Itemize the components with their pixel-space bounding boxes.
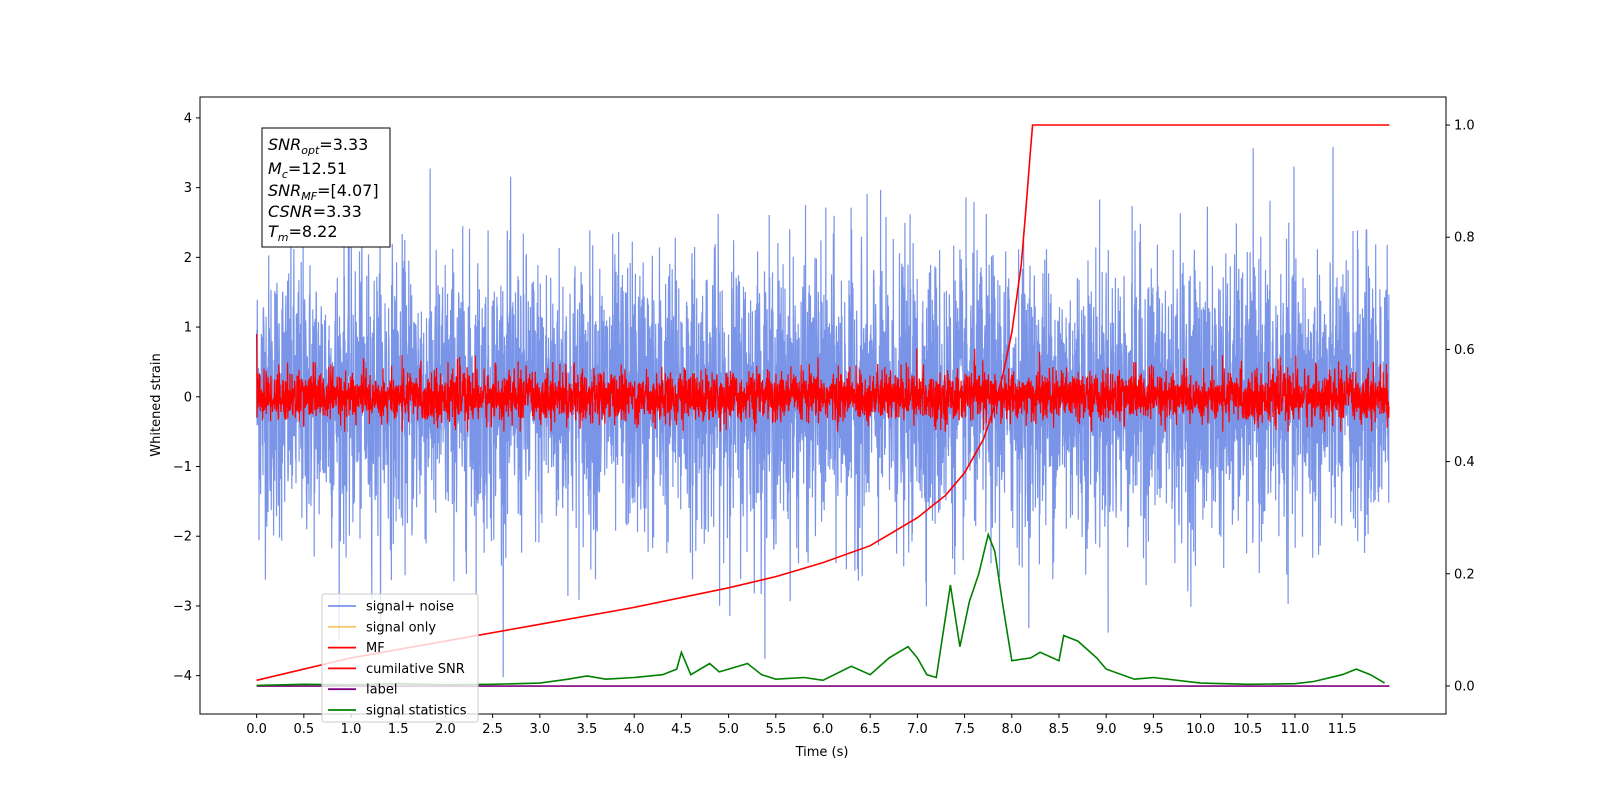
legend: signal+ noise signal only MF cumilative SNR… bbox=[321, 593, 479, 723]
y-tick-label: −3 bbox=[173, 599, 192, 614]
legend-label: cumilative SNR bbox=[366, 662, 465, 677]
y-tick-label: 3 bbox=[184, 181, 192, 196]
y2-tick-label: 0.8 bbox=[1454, 231, 1475, 246]
series-line-signal-statistics bbox=[256, 531, 1386, 687]
x-tick-label: 8.5 bbox=[1049, 722, 1070, 737]
x-tick-label: 1.0 bbox=[341, 722, 362, 737]
y2-tick-label: 1.0 bbox=[1454, 119, 1475, 134]
x-tick-label: 5.5 bbox=[765, 722, 786, 737]
x-tick-label: 1.5 bbox=[388, 722, 409, 737]
x-tick-label: 11.0 bbox=[1280, 722, 1309, 737]
x-tick-label: 4.0 bbox=[624, 722, 645, 737]
annotation-csnr: CSNR=3.33 bbox=[268, 202, 362, 221]
axes-ticks-group: 0.0 0.5 1.0 1.5 2.0 2.5 3.0 3.5 4.0 4.5 5.0 5.5 6.0 6… bbox=[173, 111, 1475, 737]
y-axis-label: Whitened strain bbox=[149, 353, 164, 456]
y-tick-label: −1 bbox=[173, 460, 192, 475]
y-tick-label: 1 bbox=[184, 321, 192, 336]
x-tick-label: 0.5 bbox=[293, 722, 314, 737]
y2-tick-label: 0.2 bbox=[1454, 567, 1475, 582]
y-tick-label: 0 bbox=[184, 390, 192, 405]
annotation-tm: Tm=8.22 bbox=[268, 222, 338, 244]
annotation-mc: Mc=12.51 bbox=[268, 159, 347, 181]
x-tick-label: 8.0 bbox=[1001, 722, 1022, 737]
y-tick-label: 4 bbox=[184, 111, 192, 126]
x-axis-label: Time (s) bbox=[795, 745, 849, 760]
y2-tick-label: 0.4 bbox=[1454, 455, 1475, 470]
x-tick-label: 7.0 bbox=[907, 722, 928, 737]
y-tick-label: 2 bbox=[184, 251, 192, 266]
x-tick-label: 5.0 bbox=[718, 722, 739, 737]
x-tick-label: 2.5 bbox=[482, 722, 503, 737]
annotation-box: SNRopt=3.33 Mc=12.51 SNRMF=[4.07] CSNR=3… bbox=[261, 127, 391, 248]
x-tick-label: 3.5 bbox=[577, 722, 598, 737]
legend-label: label bbox=[366, 683, 397, 698]
x-tick-label: 9.0 bbox=[1096, 722, 1117, 737]
legend-label: signal statistics bbox=[366, 704, 467, 719]
x-tick-label: 6.0 bbox=[813, 722, 834, 737]
mf-line bbox=[256, 333, 1390, 432]
mf-line-group bbox=[256, 333, 1390, 432]
signal-plus-noise-line-group bbox=[256, 146, 1390, 678]
legend-label: MF bbox=[366, 641, 385, 656]
annotation-snr-mf: SNRMF=[4.07] bbox=[268, 181, 379, 203]
x-tick-label: 2.0 bbox=[435, 722, 456, 737]
x-tick-label: 9.5 bbox=[1143, 722, 1164, 737]
x-tick-label: 11.5 bbox=[1328, 722, 1357, 737]
x-tick-label: 10.0 bbox=[1186, 722, 1215, 737]
x-tick-label: 0.0 bbox=[246, 722, 267, 737]
legend-label: signal+ noise bbox=[366, 600, 454, 615]
signal-plus-noise-line bbox=[256, 146, 1390, 678]
x-tick-label: 10.5 bbox=[1233, 722, 1262, 737]
x-tick-label: 6.5 bbox=[860, 722, 881, 737]
annotation-snr-opt: SNRopt=3.33 bbox=[268, 135, 368, 157]
legend-label: signal only bbox=[366, 620, 436, 635]
x-tick-label: 3.0 bbox=[529, 722, 550, 737]
y-tick-label: −2 bbox=[173, 530, 192, 545]
series-line-cumilative-snr bbox=[256, 124, 1390, 682]
y2-tick-label: 0.6 bbox=[1454, 343, 1475, 358]
y-tick-label: −4 bbox=[173, 669, 192, 684]
y2-tick-label: 0.0 bbox=[1454, 679, 1475, 694]
x-tick-label: 4.5 bbox=[671, 722, 692, 737]
x-tick-label: 7.5 bbox=[954, 722, 975, 737]
